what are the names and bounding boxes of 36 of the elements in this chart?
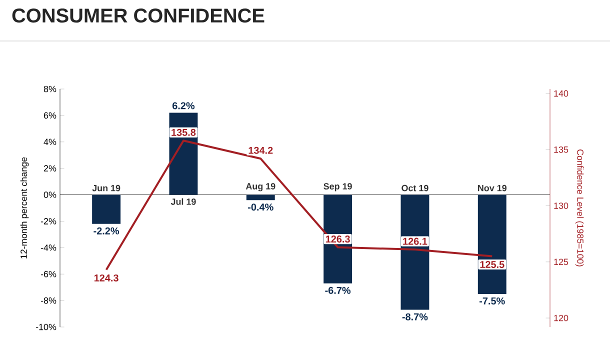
x-tick-label: Nov 19 [478,184,506,192]
data-label: -6.7% [325,286,351,294]
y-tick-label: -10% [36,324,56,330]
x-tick-label: Sep 19 [324,183,352,192]
y-tick-label: 0% [44,192,56,198]
data-label: -0.4% [248,204,274,211]
y-tick-label: -2% [40,218,56,224]
y2-tick-label: 140 [554,90,568,97]
chart-title: CONSUMER CONFIDENCE [12,8,264,23]
data-label: 135.8 [172,128,196,136]
data-label: -2.2% [94,227,120,234]
y-tick-label: 8% [44,86,56,92]
data-label: -7.5% [480,297,505,304]
y-tick-label: -6% [40,270,56,278]
data-label: -8.7% [402,313,428,320]
data-label: 124.3 [94,274,118,282]
y-tick-label: -8% [40,297,56,304]
y2-axis-title: Confidence Level (1985=100) [575,150,584,266]
data-label: 6.2% [172,102,195,110]
y-tick-label: 4% [44,138,56,146]
data-label: 134.2 [248,146,273,154]
x-tick-label: Jul 19 [170,198,196,205]
data-label: 126.3 [326,236,350,243]
data-label: 125.5 [480,260,504,268]
y2-tick-label: 125 [554,258,568,266]
x-tick-label: Aug 19 [246,183,276,192]
y-tick-label: -4% [40,244,56,251]
y2-tick-label: 135 [554,146,568,153]
x-tick-label: Oct 19 [402,184,428,192]
data-label: 126.1 [403,238,428,245]
y-tick-label: 6% [44,112,56,119]
y2-tick-label: 120 [554,314,568,322]
y-tick-label: 2% [44,165,56,172]
y2-tick-label: 130 [554,202,568,209]
x-tick-label: Jun 19 [92,184,120,192]
y-axis-title: 12-month percent change [20,157,29,258]
